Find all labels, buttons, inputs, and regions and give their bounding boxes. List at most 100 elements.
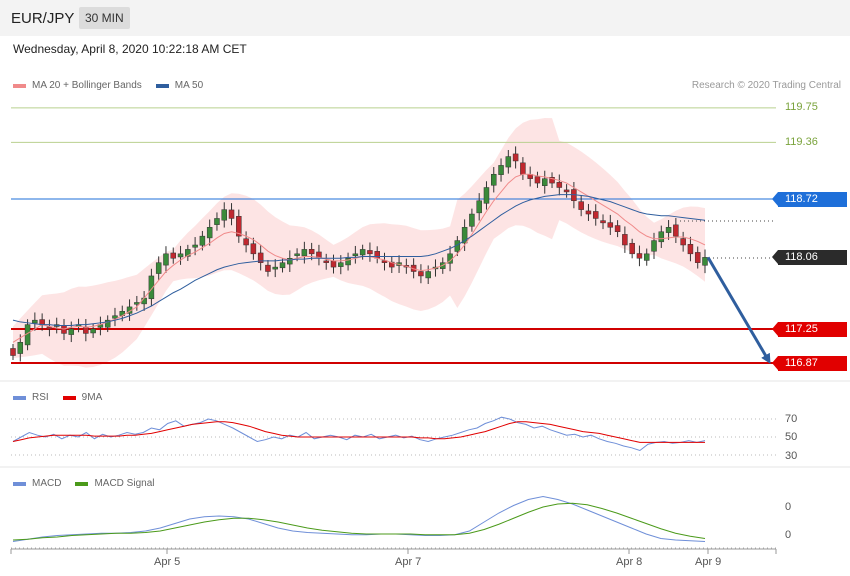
candle-body <box>272 266 278 270</box>
bollinger-band <box>13 117 705 368</box>
macd-signal-line <box>12 502 706 541</box>
candle-body <box>148 275 155 300</box>
ma20-swatch <box>13 83 26 88</box>
candle-body <box>228 209 235 219</box>
candle-body <box>185 249 191 257</box>
candle-body <box>112 315 118 319</box>
macd-tick-bottom: 0 <box>785 529 792 541</box>
candle-body <box>279 262 286 269</box>
candle-body <box>308 249 315 255</box>
candle-body <box>257 252 264 263</box>
candle-body <box>694 252 701 263</box>
candle-body <box>17 342 24 354</box>
candle-body <box>629 242 635 255</box>
candle-body <box>177 253 184 258</box>
candle-body <box>192 244 198 248</box>
candle-body <box>476 200 482 214</box>
x-tick-apr-5: Apr 5 <box>154 556 181 568</box>
candle-body <box>585 210 592 215</box>
candle-body <box>32 319 38 324</box>
x-tick-apr-7: Apr 7 <box>395 556 422 568</box>
rsi-legend-label: RSI <box>32 392 49 403</box>
candle-body <box>665 227 672 233</box>
candle-body <box>643 253 650 261</box>
candle-body <box>323 260 329 263</box>
rsi-ma9-line <box>12 421 705 443</box>
candle-body <box>461 227 468 244</box>
macd-legend-label: MACD <box>32 478 62 489</box>
ma20-legend-label: MA 20 + Bollinger Bands <box>32 80 142 91</box>
candle-body <box>61 325 67 334</box>
candle-body <box>592 211 599 219</box>
macd-tick-top: 0 <box>785 501 792 513</box>
candle-body <box>520 162 526 175</box>
candle-body <box>673 224 679 237</box>
candle-body <box>39 319 45 325</box>
candle-body <box>163 253 169 266</box>
rsi-ma9-swatch <box>62 395 76 400</box>
candle-body <box>389 261 395 268</box>
rsi-line <box>12 416 706 452</box>
candle-body <box>687 244 694 255</box>
candle-body <box>607 222 614 228</box>
projection-arrow <box>706 256 771 364</box>
candle-body <box>425 271 431 279</box>
candle-body <box>265 264 271 272</box>
x-tick-apr-8: Apr 8 <box>616 556 643 568</box>
level-badge-116-87-text: 116.87 <box>785 357 818 369</box>
x-tick-apr-9: Apr 9 <box>695 556 722 568</box>
candle-body <box>556 182 563 188</box>
rsi-ma9-legend-label: 9MA <box>81 392 103 403</box>
candle-body <box>600 220 606 224</box>
candle-body <box>578 201 584 210</box>
rsi-tick-30: 30 <box>785 450 798 462</box>
level-badge-117-25-text: 117.25 <box>785 323 818 335</box>
last-price-text: 118.06 <box>785 251 818 263</box>
macd-signal-swatch <box>75 481 89 486</box>
level-badge-118-72: 118.72 <box>772 192 847 207</box>
candle-body <box>367 250 373 255</box>
main-legend: MA 20 + Bollinger Bands MA 50 <box>13 80 217 91</box>
interval-button[interactable]: 30 MIN <box>79 7 130 29</box>
candle-body <box>141 297 147 305</box>
rsi-legend: RSI 9MA <box>13 392 116 403</box>
candle-body <box>221 209 227 221</box>
ma50-line <box>12 194 706 326</box>
candle-body <box>338 262 344 267</box>
candle-body <box>702 257 708 266</box>
chart-header: EUR/JPY 30 MIN <box>0 0 850 36</box>
last-price-badge: 118.06 <box>772 250 847 265</box>
level-badge-116-87: 116.87 <box>772 356 847 371</box>
candle-body <box>170 252 177 259</box>
candle-body <box>236 216 242 237</box>
candle-body <box>381 260 388 263</box>
candle-body <box>10 348 16 356</box>
candle-body <box>294 253 300 256</box>
candle-body <box>352 253 359 256</box>
candle-body <box>104 319 111 328</box>
candle-body <box>214 218 220 225</box>
level-badge-118-72-text: 118.72 <box>785 193 818 205</box>
ma50-legend-label: MA 50 <box>174 80 204 91</box>
candle-body <box>83 326 89 334</box>
copyright-note: Research © 2020 Trading Central <box>691 80 841 91</box>
candle-body <box>46 326 53 330</box>
candle-body <box>549 177 555 184</box>
symbol-title: EUR/JPY <box>11 10 75 27</box>
level-label-119-75: 119.75 <box>785 101 818 113</box>
candle-body <box>534 176 541 184</box>
candle-body <box>622 234 628 246</box>
level-label-119-36: 119.36 <box>785 136 818 148</box>
macd-line <box>12 495 706 542</box>
candle-body <box>301 249 308 257</box>
candle-body <box>374 251 380 259</box>
candle-body <box>658 231 665 243</box>
candle-body <box>418 271 424 277</box>
candle-body <box>359 249 366 256</box>
candle-body <box>250 243 257 255</box>
level-badge-117-25: 117.25 <box>772 322 847 337</box>
candle-body <box>330 260 337 268</box>
candle-body <box>243 238 249 246</box>
candle-body <box>90 328 96 334</box>
